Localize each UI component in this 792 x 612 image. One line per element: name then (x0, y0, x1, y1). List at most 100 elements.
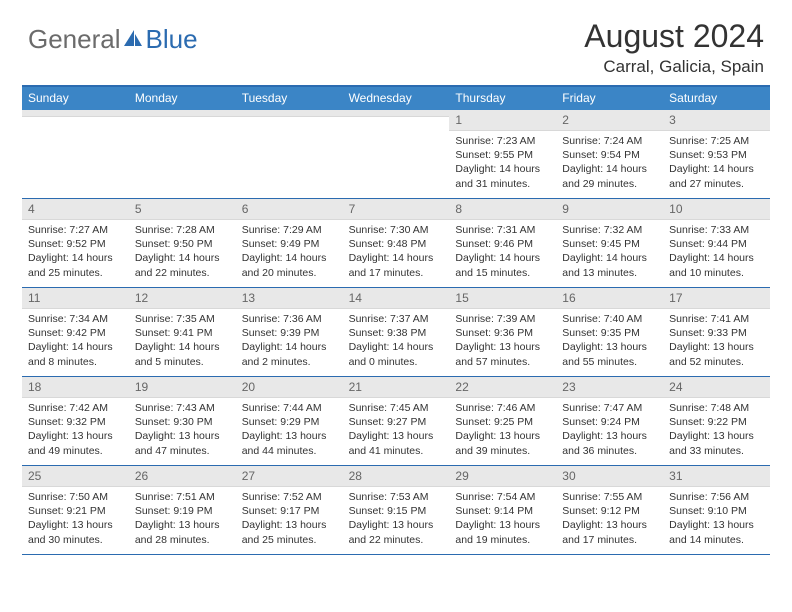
day-body: Sunrise: 7:25 AMSunset: 9:53 PMDaylight:… (663, 131, 770, 195)
sunset-text: Sunset: 9:38 PM (349, 326, 444, 340)
day-cell: 3Sunrise: 7:25 AMSunset: 9:53 PMDaylight… (663, 110, 770, 198)
daylight-text: Daylight: 13 hours and 36 minutes. (562, 429, 657, 457)
daylight-text: Daylight: 13 hours and 14 minutes. (669, 518, 764, 546)
daylight-text: Daylight: 13 hours and 17 minutes. (562, 518, 657, 546)
day-body: Sunrise: 7:43 AMSunset: 9:30 PMDaylight:… (129, 398, 236, 462)
day-number: 29 (449, 466, 556, 487)
sunset-text: Sunset: 9:19 PM (135, 504, 230, 518)
day-cell: 6Sunrise: 7:29 AMSunset: 9:49 PMDaylight… (236, 199, 343, 287)
dow-tuesday: Tuesday (236, 87, 343, 110)
day-cell (129, 110, 236, 198)
day-body (236, 117, 343, 124)
day-body: Sunrise: 7:50 AMSunset: 9:21 PMDaylight:… (22, 487, 129, 551)
daylight-text: Daylight: 14 hours and 25 minutes. (28, 251, 123, 279)
calendar: Sunday Monday Tuesday Wednesday Thursday… (22, 85, 770, 555)
sunrise-text: Sunrise: 7:53 AM (349, 490, 444, 504)
sunrise-text: Sunrise: 7:32 AM (562, 223, 657, 237)
day-cell: 2Sunrise: 7:24 AMSunset: 9:54 PMDaylight… (556, 110, 663, 198)
day-number: 10 (663, 199, 770, 220)
day-number: 4 (22, 199, 129, 220)
title-block: August 2024 Carral, Galicia, Spain (584, 18, 764, 77)
sunset-text: Sunset: 9:32 PM (28, 415, 123, 429)
day-body: Sunrise: 7:54 AMSunset: 9:14 PMDaylight:… (449, 487, 556, 551)
daylight-text: Daylight: 14 hours and 22 minutes. (135, 251, 230, 279)
day-number: 18 (22, 377, 129, 398)
sunset-text: Sunset: 9:14 PM (455, 504, 550, 518)
day-cell (22, 110, 129, 198)
day-number: 28 (343, 466, 450, 487)
day-cell: 7Sunrise: 7:30 AMSunset: 9:48 PMDaylight… (343, 199, 450, 287)
day-body: Sunrise: 7:34 AMSunset: 9:42 PMDaylight:… (22, 309, 129, 373)
sunrise-text: Sunrise: 7:41 AM (669, 312, 764, 326)
day-body: Sunrise: 7:33 AMSunset: 9:44 PMDaylight:… (663, 220, 770, 284)
day-number: 8 (449, 199, 556, 220)
day-number: 1 (449, 110, 556, 131)
sunrise-text: Sunrise: 7:54 AM (455, 490, 550, 504)
dow-wednesday: Wednesday (343, 87, 450, 110)
day-number: 20 (236, 377, 343, 398)
week-row: 1Sunrise: 7:23 AMSunset: 9:55 PMDaylight… (22, 110, 770, 199)
month-title: August 2024 (584, 18, 764, 55)
day-cell: 11Sunrise: 7:34 AMSunset: 9:42 PMDayligh… (22, 288, 129, 376)
day-cell: 20Sunrise: 7:44 AMSunset: 9:29 PMDayligh… (236, 377, 343, 465)
sunset-text: Sunset: 9:29 PM (242, 415, 337, 429)
sunset-text: Sunset: 9:49 PM (242, 237, 337, 251)
sunrise-text: Sunrise: 7:35 AM (135, 312, 230, 326)
daylight-text: Daylight: 14 hours and 31 minutes. (455, 162, 550, 190)
day-cell: 29Sunrise: 7:54 AMSunset: 9:14 PMDayligh… (449, 466, 556, 554)
sunset-text: Sunset: 9:52 PM (28, 237, 123, 251)
week-row: 11Sunrise: 7:34 AMSunset: 9:42 PMDayligh… (22, 288, 770, 377)
day-body: Sunrise: 7:24 AMSunset: 9:54 PMDaylight:… (556, 131, 663, 195)
day-body (343, 117, 450, 124)
sunset-text: Sunset: 9:50 PM (135, 237, 230, 251)
day-number: 14 (343, 288, 450, 309)
day-body: Sunrise: 7:47 AMSunset: 9:24 PMDaylight:… (556, 398, 663, 462)
logo-text-general: General (28, 24, 121, 55)
location: Carral, Galicia, Spain (584, 57, 764, 77)
sunset-text: Sunset: 9:45 PM (562, 237, 657, 251)
daylight-text: Daylight: 14 hours and 10 minutes. (669, 251, 764, 279)
sunrise-text: Sunrise: 7:36 AM (242, 312, 337, 326)
sunrise-text: Sunrise: 7:39 AM (455, 312, 550, 326)
sunrise-text: Sunrise: 7:34 AM (28, 312, 123, 326)
day-number: 5 (129, 199, 236, 220)
sunrise-text: Sunrise: 7:56 AM (669, 490, 764, 504)
sunrise-text: Sunrise: 7:48 AM (669, 401, 764, 415)
day-number: 7 (343, 199, 450, 220)
day-body: Sunrise: 7:28 AMSunset: 9:50 PMDaylight:… (129, 220, 236, 284)
day-number: 22 (449, 377, 556, 398)
sunset-text: Sunset: 9:48 PM (349, 237, 444, 251)
day-cell (343, 110, 450, 198)
sunset-text: Sunset: 9:12 PM (562, 504, 657, 518)
day-body: Sunrise: 7:32 AMSunset: 9:45 PMDaylight:… (556, 220, 663, 284)
day-cell: 13Sunrise: 7:36 AMSunset: 9:39 PMDayligh… (236, 288, 343, 376)
day-number: 23 (556, 377, 663, 398)
sunset-text: Sunset: 9:30 PM (135, 415, 230, 429)
daylight-text: Daylight: 13 hours and 25 minutes. (242, 518, 337, 546)
day-cell: 17Sunrise: 7:41 AMSunset: 9:33 PMDayligh… (663, 288, 770, 376)
sunset-text: Sunset: 9:17 PM (242, 504, 337, 518)
day-number (343, 110, 450, 117)
day-number: 19 (129, 377, 236, 398)
day-cell: 26Sunrise: 7:51 AMSunset: 9:19 PMDayligh… (129, 466, 236, 554)
day-number: 25 (22, 466, 129, 487)
day-number (236, 110, 343, 117)
sunrise-text: Sunrise: 7:24 AM (562, 134, 657, 148)
sunrise-text: Sunrise: 7:47 AM (562, 401, 657, 415)
day-body: Sunrise: 7:23 AMSunset: 9:55 PMDaylight:… (449, 131, 556, 195)
day-cell: 23Sunrise: 7:47 AMSunset: 9:24 PMDayligh… (556, 377, 663, 465)
sunrise-text: Sunrise: 7:45 AM (349, 401, 444, 415)
sunrise-text: Sunrise: 7:30 AM (349, 223, 444, 237)
day-number: 15 (449, 288, 556, 309)
day-number: 17 (663, 288, 770, 309)
sunset-text: Sunset: 9:53 PM (669, 148, 764, 162)
daylight-text: Daylight: 13 hours and 41 minutes. (349, 429, 444, 457)
sunset-text: Sunset: 9:21 PM (28, 504, 123, 518)
daylight-text: Daylight: 13 hours and 55 minutes. (562, 340, 657, 368)
logo-sail-icon (121, 24, 146, 55)
day-number: 16 (556, 288, 663, 309)
sunset-text: Sunset: 9:36 PM (455, 326, 550, 340)
sunset-text: Sunset: 9:33 PM (669, 326, 764, 340)
day-cell: 27Sunrise: 7:52 AMSunset: 9:17 PMDayligh… (236, 466, 343, 554)
day-cell: 18Sunrise: 7:42 AMSunset: 9:32 PMDayligh… (22, 377, 129, 465)
